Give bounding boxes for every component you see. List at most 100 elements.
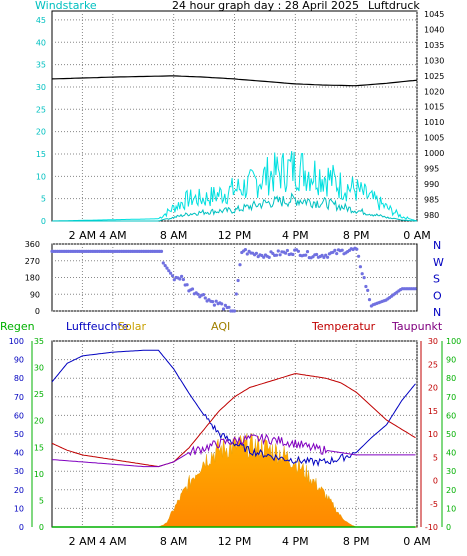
legend-item: Luftfeuchte [66,320,129,333]
rain-tick-label: 15 [34,443,44,452]
direction-point [180,274,184,278]
direction-point [355,247,359,251]
wind-y-tick-label: 20 [36,128,46,137]
direction-point [254,251,258,255]
solar-tick-label: 80 [446,374,456,383]
direction-point [304,253,308,257]
direction-point [366,288,370,292]
wind-y-tick-label: 45 [36,16,46,25]
pressure-y-tick-label: 1020 [424,87,444,96]
climate-x-tick-label: 0 AM [403,535,431,548]
temperature-tick-label: 15 [428,407,438,416]
wind-y-tick-label: 30 [36,83,46,92]
humidity-tick-label: 70 [14,393,24,402]
direction-point [169,271,173,275]
legend-item: Solar [118,320,147,333]
pressure-line [51,75,418,87]
wind-axis-title: Windstarke [35,0,97,12]
direction-point [360,272,364,276]
direction-point [322,255,326,259]
wind-x-tick-label: 4 PM [282,229,309,242]
climate-tick-labels: 2 AM 4 AM 8 AM 12 PM 4 PM 8 PM 0 AM01020304050… [9,337,462,548]
humidity-tick-label: 60 [14,411,24,420]
wind-x-tick-label: 0 AM [403,229,431,242]
rain-tick-label: 10 [34,470,44,479]
pressure-y-tick-label: 980 [424,211,439,220]
climate-x-tick-label: 12 PM [218,535,252,548]
direction-point [305,250,310,254]
direction-point [274,253,279,257]
humidity-tick-label: 90 [14,356,24,365]
temperature-tick-label: 25 [428,360,438,369]
direction-point [367,298,372,302]
rain-tick-label: 35 [34,337,44,346]
direction-y-tick-label: 0 [35,307,40,316]
direction-y-tick-label: 360 [25,240,40,249]
direction-point [358,265,362,269]
temperature-tick-label: -5 [430,500,438,509]
solar-tick-label: 90 [446,356,456,365]
direction-point [227,305,231,309]
solar-tick-label: 0 [446,523,451,532]
legend-item: Regen [0,320,35,333]
pressure-y-tick-label: 1025 [424,72,444,81]
direction-point [413,287,417,291]
compass-label: O [433,289,442,302]
climate-x-tick-label: 4 AM [99,535,127,548]
direction-point [278,253,282,257]
direction-point [362,276,366,280]
humidity-tick-label: 10 [14,504,24,513]
climate-x-tick-label: 8 AM [160,535,188,548]
direction-point [165,266,169,270]
wind-x-tick-label: 2 AM [69,229,97,242]
temperature-tick-label: 30 [428,337,438,346]
direction-point [211,300,215,304]
temperature-tick-label: -10 [425,523,438,532]
pressure-y-tick-label: 985 [424,195,439,204]
rain-tick-label: 30 [34,364,44,373]
pressure-y-tick-label: 1000 [424,149,444,158]
wind-y-tick-label: 35 [36,61,46,70]
pressure-y-tick-label: 1030 [424,56,444,65]
direction-point [262,255,266,259]
pressure-y-tick-label: 990 [424,180,439,189]
direction-point [172,278,176,282]
climate-x-tick-label: 8 PM [343,535,370,548]
compass-label: N [433,306,441,319]
legend-item: Temperatur [311,320,376,333]
direction-point [163,264,167,268]
solar-tick-label: 30 [446,467,456,476]
pressure-y-tick-label: 1040 [424,26,444,35]
wind-x-tick-label: 4 AM [99,229,127,242]
direction-point [364,284,368,289]
direction-point [201,293,206,297]
direction-point [296,249,300,253]
direction-point [161,261,165,265]
direction-point [357,254,361,258]
temperature-tick-label: 0 [433,477,438,486]
solar-tick-label: 20 [446,486,456,495]
direction-point [232,309,237,313]
direction-point [196,292,200,296]
compass-label: W [433,256,444,269]
humidity-tick-label: 100 [9,337,24,346]
wind-y-tick-label: 5 [41,195,46,204]
direction-point [238,263,242,267]
direction-y-tick-label: 270 [25,257,40,266]
wind-y-tick-label: 15 [36,150,46,159]
direction-point [291,252,295,257]
direction-point [159,249,164,253]
solar-tick-label: 70 [446,393,456,402]
direction-point [335,252,339,256]
direction-point [333,248,337,252]
rain-tick-label: 20 [34,417,44,426]
wind_average-line [52,192,418,222]
wind-x-tick-label: 8 AM [160,229,188,242]
compass-label: N [433,239,441,252]
pressure-y-tick-label: 1035 [424,41,444,50]
direction-point [284,251,288,255]
wind-y-tick-label: 0 [41,217,46,226]
direction-point [243,248,247,252]
